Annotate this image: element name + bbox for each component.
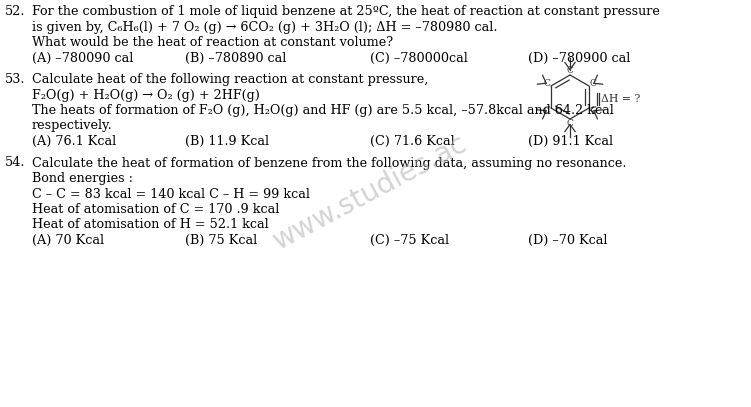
- Text: C: C: [544, 79, 550, 88]
- Text: (D) 91.1 Kcal: (D) 91.1 Kcal: [528, 135, 613, 148]
- Text: (D) –780900 cal: (D) –780900 cal: [528, 52, 630, 64]
- Text: C: C: [544, 106, 550, 115]
- Text: C: C: [566, 119, 574, 128]
- Text: Heat of atomisation of C = 170 .9 kcal: Heat of atomisation of C = 170 .9 kcal: [32, 203, 279, 216]
- Text: (B) –780890 cal: (B) –780890 cal: [185, 52, 286, 64]
- Text: C: C: [566, 66, 574, 75]
- Text: The heats of formation of F₂O (g), H₂O(g) and HF (g) are 5.5 kcal, –57.8kcal and: The heats of formation of F₂O (g), H₂O(g…: [32, 104, 614, 117]
- Text: 54.: 54.: [5, 157, 26, 169]
- Text: Bond energies :: Bond energies :: [32, 172, 133, 185]
- Text: (C) 71.6 Kcal: (C) 71.6 Kcal: [370, 135, 455, 148]
- Text: (D) –70 Kcal: (D) –70 Kcal: [528, 234, 608, 247]
- Text: (B) 11.9 Kcal: (B) 11.9 Kcal: [185, 135, 269, 148]
- Text: 52.: 52.: [5, 5, 26, 18]
- Text: F₂O(g) + H₂O(g) → O₂ (g) + 2HF(g): F₂O(g) + H₂O(g) → O₂ (g) + 2HF(g): [32, 88, 260, 101]
- Text: For the combustion of 1 mole of liquid benzene at 25ºC, the heat of reaction at : For the combustion of 1 mole of liquid b…: [32, 5, 660, 18]
- Text: respectively.: respectively.: [32, 120, 113, 133]
- Text: is given by, C₆H₆(l) + 7 O₂ (g) → 6CO₂ (g) + 3H₂O (l); ΔH = –780980 cal.: is given by, C₆H₆(l) + 7 O₂ (g) → 6CO₂ (…: [32, 20, 497, 33]
- Text: Heat of atomisation of H = 52.1 kcal: Heat of atomisation of H = 52.1 kcal: [32, 219, 269, 232]
- Text: Calculate the heat of formation of benzene from the following data, assuming no : Calculate the heat of formation of benze…: [32, 157, 626, 169]
- Text: C – C = 83 kcal = 140 kcal C – H = 99 kcal: C – C = 83 kcal = 140 kcal C – H = 99 kc…: [32, 188, 310, 201]
- Text: C: C: [590, 79, 596, 88]
- Text: (C) –780000cal: (C) –780000cal: [370, 52, 468, 64]
- Text: ΔH = ?: ΔH = ?: [601, 94, 641, 104]
- Text: What would be the heat of reaction at constant volume?: What would be the heat of reaction at co…: [32, 36, 393, 49]
- Text: (A) 76.1 Kcal: (A) 76.1 Kcal: [32, 135, 116, 148]
- Text: C: C: [590, 106, 596, 115]
- Text: Calculate heat of the following reaction at constant pressure,: Calculate heat of the following reaction…: [32, 73, 428, 86]
- Text: 53.: 53.: [5, 73, 26, 86]
- Text: (A) –780090 cal: (A) –780090 cal: [32, 52, 134, 64]
- Text: (B) 75 Kcal: (B) 75 Kcal: [185, 234, 258, 247]
- Text: (A) 70 Kcal: (A) 70 Kcal: [32, 234, 104, 247]
- Text: www.studies.ac: www.studies.ac: [268, 129, 472, 255]
- Text: (C) –75 Kcal: (C) –75 Kcal: [370, 234, 449, 247]
